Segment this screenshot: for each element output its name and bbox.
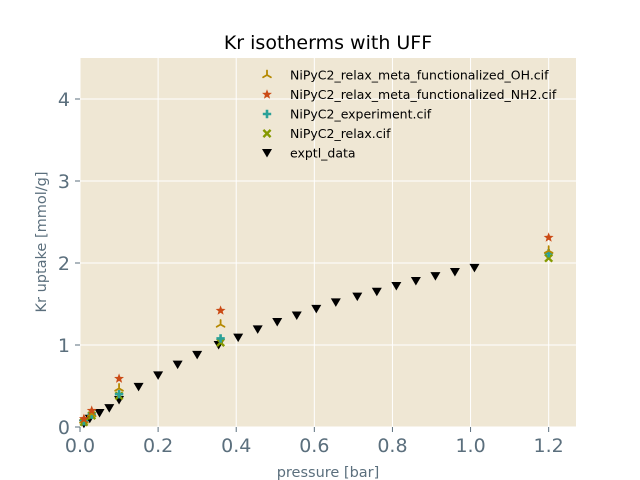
legend-marker [262, 149, 272, 158]
x-tick-label: 0.4 [221, 435, 251, 457]
data-point [449, 268, 460, 277]
y-axis-label: Kr uptake [mmol/g] [34, 171, 50, 312]
series-1 [78, 232, 554, 424]
data-point [114, 383, 124, 392]
y-tick-label: 2 [58, 253, 70, 275]
x-tick-label: 0.2 [143, 435, 173, 457]
y-tick-label: 1 [58, 335, 70, 357]
data-point [215, 305, 226, 315]
x-tick-label: 1.0 [455, 435, 485, 457]
x-axis-label: pressure [bar] [277, 465, 380, 480]
data-point [114, 390, 124, 399]
data-point [104, 404, 115, 413]
y-axis: 0 1 2 3 4 [58, 89, 80, 439]
data-point [94, 409, 105, 418]
data-point [311, 304, 322, 314]
data-point [330, 298, 341, 307]
legend-marker [262, 109, 272, 119]
legend-marker [262, 129, 272, 138]
data-point [233, 333, 244, 343]
data-point [215, 319, 226, 328]
x-tick-label: 1.2 [534, 435, 564, 457]
legend-label: exptl_data [290, 146, 356, 161]
data-point [352, 292, 363, 302]
data-point [543, 245, 554, 254]
x-tick-label: 0.8 [377, 435, 407, 457]
y-tick-label: 3 [58, 171, 70, 193]
x-axis: 0.0 0.2 0.4 0.6 0.8 1.0 1.2 [65, 427, 564, 457]
plot-area [80, 58, 576, 427]
data-point [252, 325, 263, 334]
chart-title: Kr isotherms with UFF [224, 32, 432, 54]
data-point [86, 405, 97, 415]
data-point [430, 272, 441, 281]
y-tick-label: 0 [58, 417, 70, 439]
data-point [114, 373, 124, 383]
data-point [371, 287, 382, 297]
legend-label: NiPyC2_relax_meta_functionalized_NH2.cif [290, 87, 557, 102]
data-point [410, 277, 421, 286]
legend-label: NiPyC2_experiment.cif [290, 107, 432, 122]
legend-label: NiPyC2_relax.cif [290, 126, 391, 141]
data-point [133, 382, 144, 392]
legend-marker [262, 69, 272, 79]
legend: NiPyC2_relax_meta_functionalized_OH.cif N… [262, 68, 557, 161]
data-point [469, 263, 480, 273]
data-point [291, 311, 302, 320]
legend-marker [262, 89, 272, 99]
data-point [543, 232, 554, 242]
legend-label: NiPyC2_relax_meta_functionalized_OH.cif [290, 68, 549, 83]
y-tick-label: 4 [58, 89, 70, 111]
data-point [172, 360, 183, 370]
data-point [544, 253, 554, 263]
x-tick-label: 0.6 [299, 435, 329, 457]
data-points [78, 232, 554, 429]
data-point [78, 413, 89, 424]
grid [79, 58, 576, 428]
data-point [216, 334, 225, 343]
data-point [153, 371, 164, 380]
data-point [192, 350, 203, 360]
x-tick-label: 0.0 [65, 435, 95, 457]
data-point [272, 318, 283, 327]
data-point [391, 281, 402, 291]
